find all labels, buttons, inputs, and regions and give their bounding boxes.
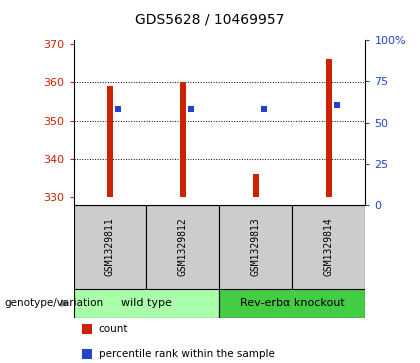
Text: count: count (99, 323, 128, 334)
Text: GSM1329812: GSM1329812 (178, 217, 188, 276)
Bar (180, 82, 186, 197)
Bar (74, 205, 147, 289)
Text: GSM1329813: GSM1329813 (251, 217, 261, 276)
Bar (74, 289, 220, 318)
Bar (253, 174, 259, 197)
Text: GSM1329814: GSM1329814 (324, 217, 334, 276)
Bar (220, 205, 292, 289)
Text: percentile rank within the sample: percentile rank within the sample (99, 349, 275, 359)
Text: GDS5628 / 10469957: GDS5628 / 10469957 (135, 13, 285, 27)
Bar (82, 349, 92, 359)
Text: genotype/variation: genotype/variation (4, 298, 103, 308)
Bar (220, 289, 365, 318)
Bar (326, 59, 332, 197)
Text: wild type: wild type (121, 298, 172, 308)
Bar (107, 86, 113, 197)
Bar (82, 324, 92, 334)
Text: Rev-erbα knockout: Rev-erbα knockout (240, 298, 345, 308)
Bar (292, 205, 365, 289)
Text: GSM1329811: GSM1329811 (105, 217, 115, 276)
Bar (147, 205, 220, 289)
